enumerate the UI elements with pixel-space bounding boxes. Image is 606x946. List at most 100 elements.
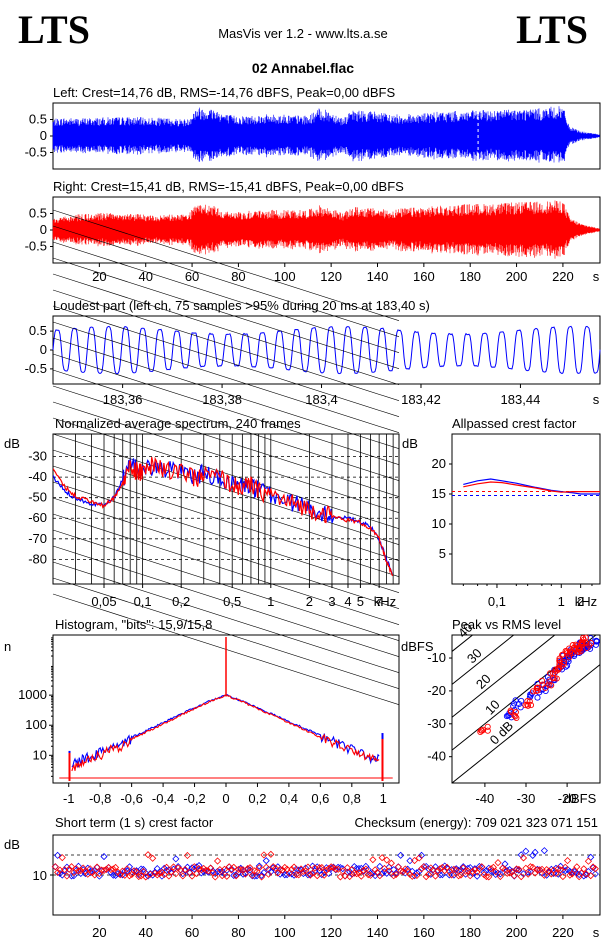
short-term-point [232,872,240,880]
short-term-point [230,863,238,871]
peak-rms-series-right [477,634,595,736]
short-term-point [109,865,117,873]
spectrum-grid [52,209,400,706]
x-tick-label: 0,2 [172,594,190,609]
short-term-point [179,872,187,880]
slope-line [52,273,400,386]
x-unit-label: kHz [374,594,396,609]
peak-rms-point [512,697,519,704]
short-term-point [482,872,490,881]
logo-right: LTS [516,7,588,52]
peak-rms-point [484,727,491,734]
short-term-point [234,865,242,874]
short-term-point [142,873,150,881]
short-term-point [392,871,400,879]
slope-line [52,577,400,690]
slope-line [52,449,400,562]
short-term-point [309,869,317,877]
short-term-point [387,859,395,867]
slope-line [52,545,400,658]
short-term-point [258,871,266,879]
short-term-point [251,867,259,875]
y-tick-label: -80 [28,551,47,566]
short-term-point [121,871,129,879]
short-term-point [357,872,365,880]
short-term-point [197,866,205,874]
slope-line [52,465,400,578]
short-term-point [376,872,384,880]
short-term-point [390,872,398,880]
y-tick-label: 0 [40,222,47,237]
short-term-point [67,863,76,871]
short-term-point [190,863,198,871]
short-term-point [169,863,178,871]
x-tick-label: 80 [231,269,245,284]
short-term-point [255,862,263,870]
short-term-point [554,870,562,878]
short-term-point [246,864,254,872]
short-term-point [559,873,567,881]
short-term-point [582,870,590,878]
slope-line [52,497,400,610]
peak-rms-point [559,651,566,658]
short-term-point [420,863,428,871]
short-term-point [369,856,377,864]
y-tick-label: -70 [28,531,47,546]
x-tick-label: 183,44 [501,392,541,407]
short-term-point [510,872,518,880]
crest-diagonal-label: 10 [482,697,503,718]
x-unit-label: kHz [575,594,597,609]
x-tick-label: 60 [185,269,199,284]
y-tick-label: -50 [28,490,47,505]
short-term-point [54,851,62,859]
short-term-point [353,870,361,878]
short-term-point [519,854,528,862]
peak-rms-point [478,727,485,734]
short-term-point [450,865,458,873]
short-term-point [448,871,456,879]
short-term-point [475,865,484,873]
short-term-point [232,871,240,879]
peak-rms-point [508,708,515,715]
short-term-point [262,863,270,871]
short-term-point [267,850,275,858]
peak-rms-point [533,684,540,691]
peak-rms-point [550,675,557,682]
short-term-point [468,867,477,876]
x-tick-label: 140 [367,269,389,284]
short-term-point [360,866,368,874]
slope-line [52,385,400,498]
peak-rms-point [566,651,574,658]
crest-diagonal-label: 0 dB [487,718,517,748]
short-term-point [413,869,421,877]
short-term-point [304,863,312,871]
peak-rms-point [556,660,563,667]
short-term-point [487,865,495,873]
short-term-point [227,865,236,873]
slope-line [52,433,400,546]
y-tick-label: 10 [33,868,47,883]
peak-rms-point [564,650,571,657]
waveform-right [52,200,600,259]
short-term-point [561,863,569,871]
x-tick-label: 20 [92,925,106,940]
short-term-point [156,870,164,878]
short-term-point [213,867,222,875]
short-term-point [54,868,62,877]
checksum-text: Checksum (energy): 709 021 323 071 151 [354,815,598,830]
x-tick-label: 0 [222,791,229,806]
short-term-point [355,865,363,873]
short-term-point [70,872,78,880]
x-unit-label: s [593,925,600,940]
crest-diagonal [452,635,556,718]
peak-rms-point [524,702,532,709]
short-term-point [380,864,389,873]
chart-title-left: Left: Crest=14,76 dB, RMS=-14,76 dBFS, P… [53,85,395,100]
peak-rms-point [582,634,589,641]
y-tick-label: -60 [28,510,47,525]
short-term-point [183,851,191,860]
x-tick-label: 0,5 [223,594,241,609]
y-axis-label: n [4,639,11,654]
short-term-point [107,866,115,874]
short-term-point [163,863,171,871]
